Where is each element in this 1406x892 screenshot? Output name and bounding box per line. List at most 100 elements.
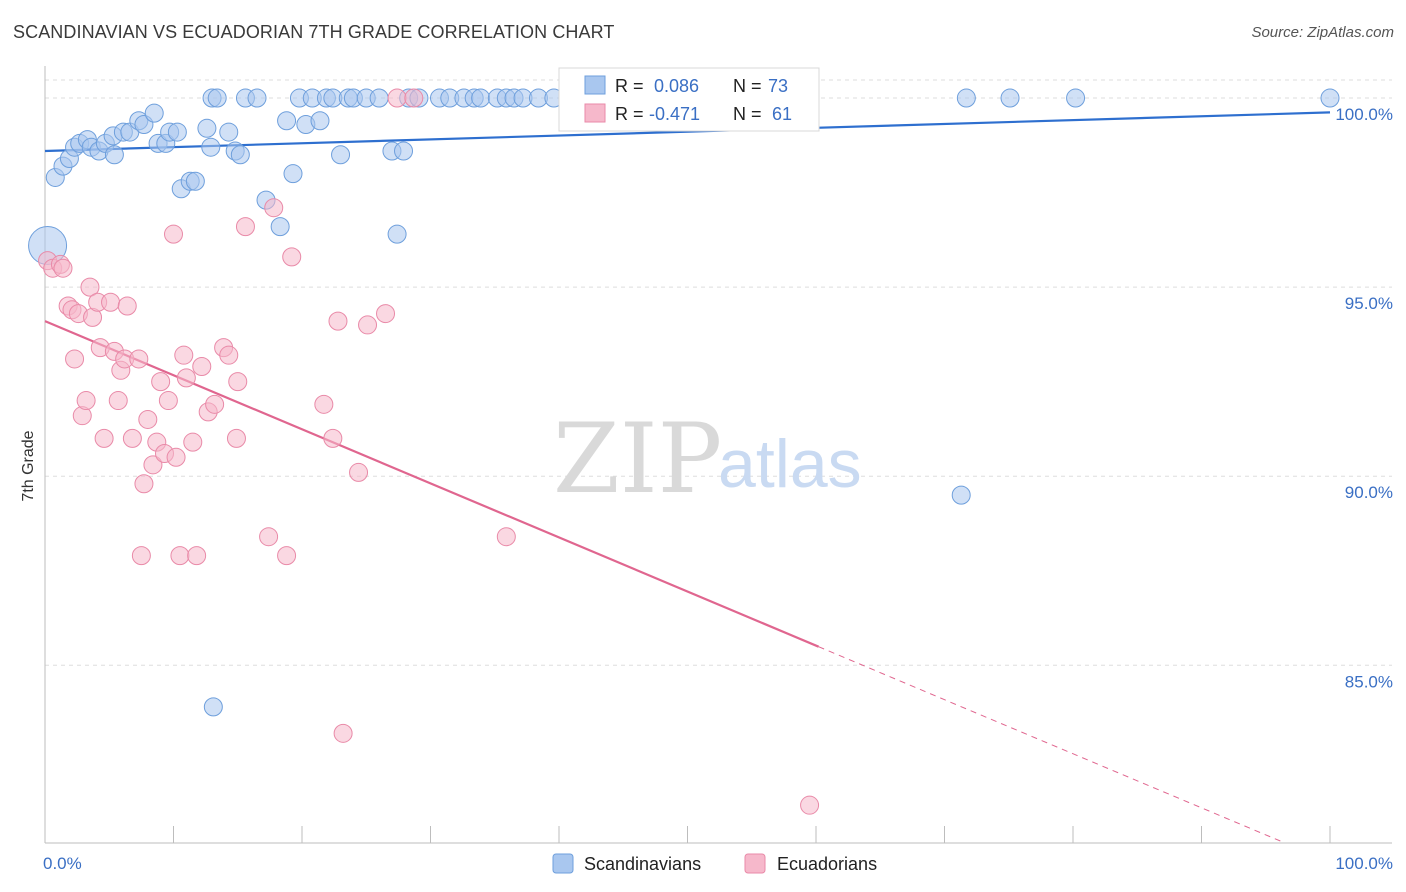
ecuadorian-point [187,546,207,566]
trend-lines [44,111,1331,843]
axes [44,66,1392,844]
ecuadorian-point [328,311,348,331]
scandinavian-point [1066,88,1086,108]
scandinavian-point [951,485,971,505]
scandinavian-point [956,88,976,108]
trend-line-scandinavians [44,111,1331,153]
ecuadorian-point [226,428,246,448]
scandinavian-point [331,145,351,165]
ecuadorian-point [158,391,178,411]
watermark-atlas: atlas [718,426,862,502]
watermark: ZIP atlas [553,403,862,515]
ecuadorian-point [282,247,302,267]
ecuadorian-point [496,527,516,547]
trend-line-ecuadorians [44,320,819,648]
scandinavian-point [1000,88,1020,108]
bottom-legend-swatch-ecuadorians [744,853,766,874]
scandinavian-point [310,111,330,131]
ecuadorian-point [129,349,149,369]
legend-r-label-2: R = [615,104,644,124]
ecuadorian-point [134,474,154,494]
ecuadorian-point [314,394,334,414]
ecuadorian-point [117,296,137,316]
ecuadorian-point [333,723,353,743]
bottom-legend-swatch-scandinavians [552,853,574,874]
legend-n-label-2: N = [733,104,762,124]
ecuadorian-point [53,258,73,278]
scandinavian-point [283,164,303,184]
y-axis-title: 7th Grade [20,430,37,501]
ecuadorian-point [76,391,96,411]
scandinavian-point [277,111,297,131]
x-tick-labels: 0.0% 100.0% [43,854,1393,873]
scandinavian-point [230,145,250,165]
scandinavian-point [369,88,389,108]
scandinavian-point [144,103,164,123]
ecuadorian-point [166,447,186,467]
scandinavian-point [270,217,290,237]
scandinavian-point [185,171,205,191]
y-tick-label: 85.0% [1345,672,1393,691]
ecuadorian-point [192,357,212,377]
watermark-zip: ZIP [553,403,722,515]
trend-line-ecuadorians-extension [818,646,1284,843]
ecuadorian-point [94,428,114,448]
y-tick-label: 100.0% [1335,105,1393,124]
scandinavian-point [394,141,414,161]
ecuadorian-point [122,428,142,448]
ecuadorian-point [349,462,369,482]
ecuadorian-point [108,391,128,411]
ecuadorian-point [80,277,100,297]
data-points [28,88,1340,815]
ecuadorian-point [138,409,158,429]
scandinavian-point [247,88,267,108]
source-label: Source: ZipAtlas.com [1251,24,1394,41]
legend-swatch-ecuadorians [584,103,606,123]
ecuadorian-point [183,432,203,452]
gridlines [45,79,1392,666]
scandinavian-point [207,88,227,108]
ecuadorian-point [219,345,239,365]
ecuadorian-point [404,88,424,108]
scandinavian-point [167,122,187,142]
ecuadorian-point [170,546,190,566]
scandinavian-point [1320,88,1340,108]
bottom-legend-label-scandinavians: Scandinavians [584,854,701,874]
scandinavian-point [197,118,217,138]
scandinavian-point [203,697,223,717]
ecuadorian-point [277,546,297,566]
ecuadorian-point [259,527,279,547]
scandinavian-point [104,145,124,165]
ecuadorian-point [65,349,85,369]
ecuadorian-point [174,345,194,365]
ecuadorian-point [101,292,121,312]
series-legend: Scandinavians Ecuadorians [552,853,877,874]
stats-legend: R = 0.086 N = 73 R = -0.471 N = 61 [558,67,820,132]
ecuadorian-point [176,368,196,388]
y-tick-labels: 85.0% 90.0% 95.0% 100.0% [1335,105,1393,691]
ecuadorian-point [228,372,248,392]
ecuadorian-point [264,198,284,218]
chart-title: SCANDINAVIAN VS ECUADORIAN 7TH GRADE COR… [13,22,615,42]
scandinavian-point [201,137,221,157]
ecuadorian-point [131,546,151,566]
ecuadorian-point [323,428,343,448]
ecuadorian-point [235,217,255,237]
ecuadorian-point [376,304,396,324]
legend-swatch-scandinavians [584,75,606,95]
ecuadorian-point [205,394,225,414]
y-tick-label: 95.0% [1345,294,1393,313]
bottom-legend-label-ecuadorians: Ecuadorians [777,854,877,874]
scandinavian-point [471,88,491,108]
ecuadorian-point [800,795,820,815]
ecuadorian-point [143,455,163,475]
scandinavian-point [219,122,239,142]
x-tick-label: 100.0% [1335,854,1393,873]
ecuadorian-point [358,315,378,335]
y-tick-label: 90.0% [1345,483,1393,502]
legend-r-value-1: 0.086 [654,76,699,96]
legend-n-value-2: 61 [772,104,792,124]
x-tick-label: 0.0% [43,854,82,873]
legend-n-label-1: N = [733,76,762,96]
ecuadorian-point [387,88,407,108]
